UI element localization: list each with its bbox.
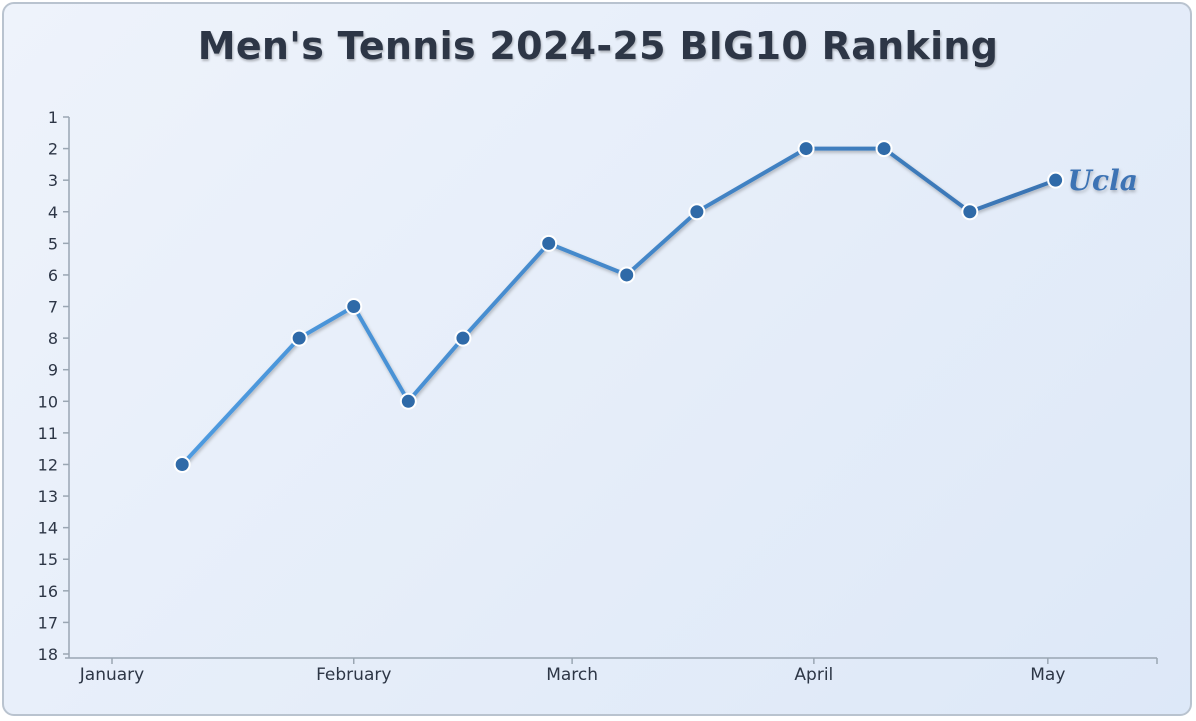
x-tick-label-march: March <box>546 665 598 685</box>
y-tick-label: 16 <box>38 582 58 601</box>
y-tick-label: 5 <box>48 234 58 253</box>
y-tick-label: 1 <box>48 108 58 127</box>
y-tick-label: 17 <box>38 613 58 632</box>
y-tick-label: 9 <box>48 361 58 380</box>
data-point[interactable] <box>290 329 308 347</box>
data-point[interactable] <box>173 455 191 473</box>
series-line <box>180 146 1058 467</box>
x-tick-label-february: February <box>316 665 391 685</box>
y-tick-label: 4 <box>48 203 58 222</box>
y-tick-label: 8 <box>48 329 58 348</box>
y-tick-label: 12 <box>38 455 58 474</box>
data-point[interactable] <box>345 298 363 316</box>
x-tick-label-may: May <box>1030 665 1065 685</box>
data-point[interactable] <box>797 140 815 158</box>
y-tick-label: 3 <box>48 171 58 190</box>
data-point[interactable] <box>961 203 979 221</box>
x-tick-label-january: January <box>79 665 144 685</box>
chart-title: Men's Tennis 2024-25 BIG10 Ranking <box>197 24 999 68</box>
y-tick-label: 10 <box>38 392 58 411</box>
x-tick-label-april: April <box>794 665 833 685</box>
y-tick-label: 6 <box>48 266 58 285</box>
y-tick-label: 14 <box>38 519 58 538</box>
series-label: Ucla <box>1068 164 1138 197</box>
y-tick-label: 18 <box>38 645 58 664</box>
data-point[interactable] <box>688 203 706 221</box>
series-layer: Ucla <box>173 140 1138 473</box>
data-point[interactable] <box>1047 171 1065 189</box>
y-tick-label: 11 <box>38 424 58 443</box>
y-tick-label: 2 <box>48 140 58 159</box>
data-point[interactable] <box>618 266 636 284</box>
data-point[interactable] <box>399 392 417 410</box>
y-tick-label: 7 <box>48 298 58 317</box>
y-tick-label: 13 <box>38 487 58 506</box>
y-tick-label: 15 <box>38 550 58 569</box>
data-point[interactable] <box>540 234 558 252</box>
data-point[interactable] <box>454 329 472 347</box>
data-point[interactable] <box>875 140 893 158</box>
